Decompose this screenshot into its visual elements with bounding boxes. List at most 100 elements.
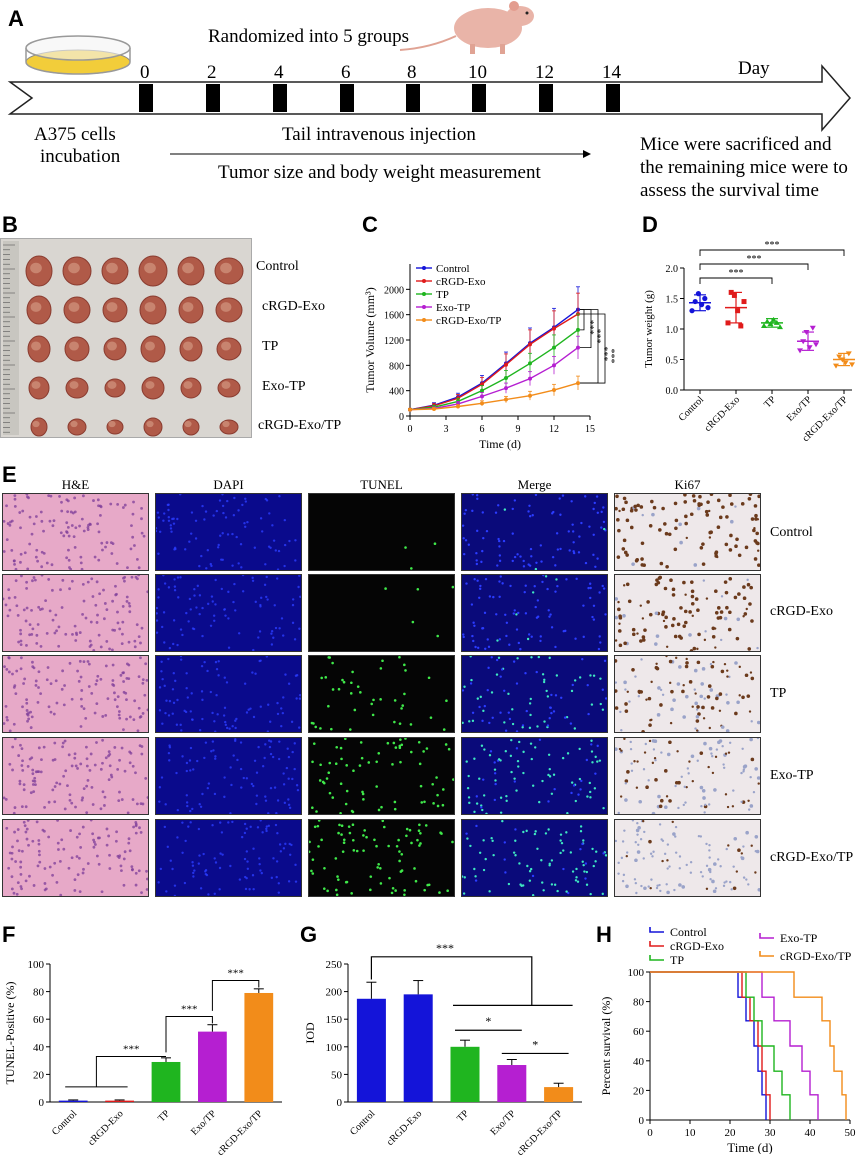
tunel-positive-cell (400, 707, 403, 710)
cell-nucleus (117, 856, 121, 859)
ki67-cell (642, 820, 645, 823)
ki67-cell (701, 875, 704, 878)
cell-nucleus (166, 845, 170, 849)
cell-nucleus (69, 567, 73, 570)
cell-nucleus (35, 641, 39, 645)
cell-nucleus (194, 519, 198, 523)
cell-nucleus (167, 657, 170, 661)
data-point (777, 324, 783, 330)
cell-nucleus (96, 522, 99, 526)
ki67-cell (642, 768, 646, 771)
cell-nucleus (249, 825, 252, 829)
ki67-cell (720, 595, 724, 598)
merged-cell (550, 711, 553, 715)
cell-nucleus (26, 719, 29, 723)
cell-nucleus (169, 527, 173, 530)
tunel-positive-cell (418, 844, 421, 847)
merged-cell (517, 611, 520, 615)
merged-cell (574, 637, 577, 640)
micrograph-he-5 (2, 819, 149, 897)
cell-nucleus (280, 707, 283, 710)
merged-cell (571, 523, 574, 526)
micrograph-ki67-5 (614, 819, 761, 897)
cell-nucleus (229, 864, 232, 868)
cell-nucleus (284, 673, 287, 676)
micrograph-ki67-2 (614, 574, 761, 652)
cell-nucleus (244, 887, 248, 891)
tunel-positive-cell (423, 800, 426, 804)
merged-cell (535, 616, 539, 619)
cell-nucleus (37, 842, 41, 846)
merged-cell (472, 621, 475, 624)
cell-nucleus (244, 500, 248, 503)
merged-cell (556, 889, 559, 893)
merged-cell (536, 847, 539, 850)
merged-cell (518, 862, 521, 865)
cell-nucleus (171, 712, 174, 715)
data-point (504, 362, 508, 367)
ki67-cell (677, 806, 680, 810)
ki67-cell (672, 832, 676, 836)
merged-cell (573, 727, 577, 730)
cell-nucleus (12, 559, 16, 563)
data-point (576, 327, 580, 332)
ki67-cell (674, 784, 677, 788)
timeline-diagram (7, 1, 851, 158)
ki67-cell (654, 611, 659, 616)
merged-cell (567, 891, 570, 895)
cell-nucleus (128, 610, 132, 614)
tunel-positive-cell (451, 585, 454, 589)
cell-nucleus (43, 805, 46, 809)
cell-nucleus (33, 776, 37, 780)
ki67-cell (755, 541, 759, 545)
cell-nucleus (280, 617, 284, 620)
merged-cell (565, 890, 568, 893)
cell-nucleus (163, 582, 167, 585)
ki67-cell (690, 594, 695, 599)
ki67-cell (737, 553, 742, 558)
cell-nucleus (189, 746, 193, 750)
cell-nucleus (77, 679, 81, 683)
tumor-highlight (183, 381, 193, 389)
cell-nucleus (243, 522, 246, 525)
ki67-cell (688, 610, 692, 614)
ki67-cell (690, 601, 695, 606)
cell-nucleus (85, 764, 89, 768)
merged-cell (542, 680, 546, 684)
merged-cell (527, 563, 530, 566)
cell-nucleus (254, 600, 257, 604)
cell-nucleus (37, 839, 41, 842)
ki67-cell (728, 577, 733, 581)
merged-cell (574, 879, 578, 882)
ki67-cell (757, 563, 760, 567)
cell-nucleus (95, 741, 98, 744)
cell-nucleus (14, 860, 18, 863)
merged-cell (529, 713, 532, 717)
ki67-cell (634, 508, 638, 512)
ki67-cell (716, 498, 721, 503)
cell-nucleus (237, 562, 240, 565)
micrograph-texture (615, 820, 760, 895)
cell-nucleus (216, 546, 220, 549)
day-8: 8 (407, 62, 417, 83)
tumor-highlight (182, 302, 194, 312)
cell-nucleus (53, 758, 57, 761)
ki67-cell (730, 888, 733, 891)
cell-nucleus (43, 882, 47, 885)
tunel-positive-cell (442, 788, 445, 791)
merged-cell (521, 724, 525, 727)
merged-cell (489, 750, 493, 753)
tunel-positive-cell (391, 886, 395, 890)
cell-nucleus (15, 892, 19, 896)
merged-cell (603, 527, 606, 531)
cell-nucleus (287, 682, 291, 685)
merged-cell (569, 851, 573, 854)
merged-cell (512, 660, 516, 663)
merged-cell (548, 717, 551, 720)
y-tick-label: 0 (39, 1097, 45, 1109)
micrograph-tunel-4 (308, 737, 455, 815)
merged-cell (507, 692, 510, 696)
cell-nucleus (246, 520, 249, 524)
cell-nucleus (7, 866, 11, 870)
tunel-positive-cell (447, 747, 451, 751)
